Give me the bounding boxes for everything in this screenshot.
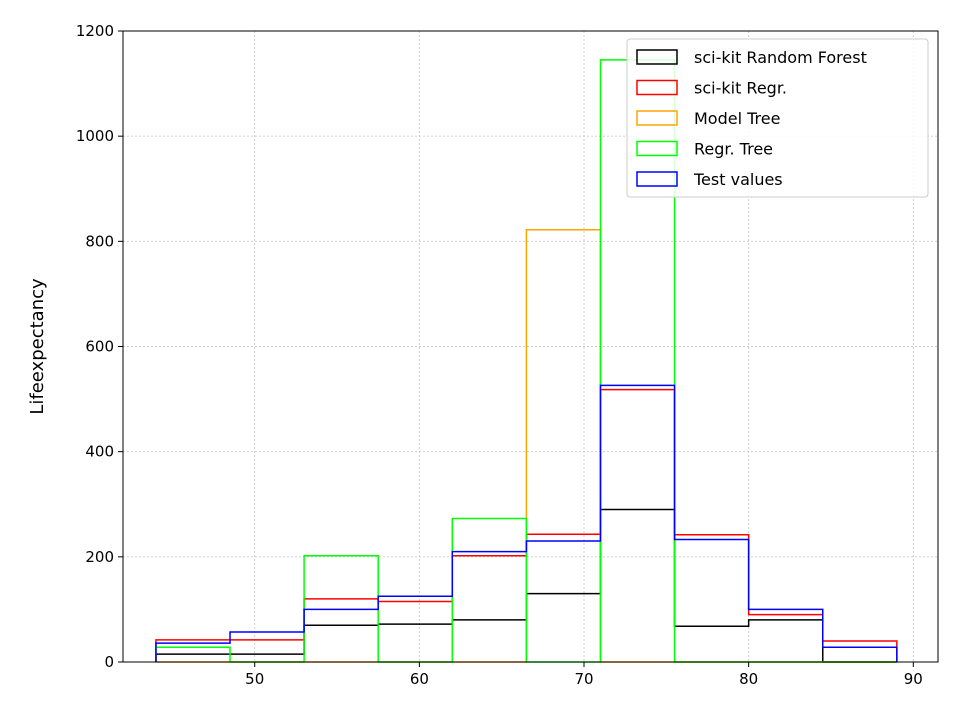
y-tick-label: 200 — [85, 548, 114, 566]
x-tick-label: 70 — [574, 670, 593, 688]
legend-swatch-sci-kit-random-forest — [636, 49, 678, 65]
x-tick-label: 90 — [904, 670, 923, 688]
x-axis: 50 60 70 80 90 — [245, 662, 923, 688]
legend: sci-kit Random Forest sci-kit Regr. Model … — [626, 38, 929, 198]
x-tick-label: 60 — [410, 670, 429, 688]
x-tick-label: 80 — [739, 670, 758, 688]
series-test-values-step — [155, 384, 898, 662]
x-tick-label: 50 — [245, 670, 264, 688]
y-tick-label: 1000 — [76, 127, 114, 145]
legend-label-model-tree: Model Tree — [694, 109, 780, 128]
y-tick-label: 400 — [85, 443, 114, 461]
legend-label-sci-kit-regr: sci-kit Regr. — [694, 79, 787, 98]
y-axis: 0 200 400 600 800 1000 1200 — [76, 22, 123, 671]
y-tick-label: 600 — [85, 338, 114, 356]
legend-swatch-regr-tree — [636, 140, 678, 157]
legend-swatch-test-values — [636, 171, 678, 187]
legend-label-test-values: Test values — [693, 170, 783, 189]
y-axis-title: Lifeexpectancy — [27, 278, 48, 415]
legend-swatch-sci-kit-regr — [636, 79, 678, 96]
y-tick-label: 1200 — [76, 22, 114, 40]
y-tick-label: 0 — [104, 653, 114, 671]
y-tick-label: 800 — [85, 232, 114, 250]
legend-label-sci-kit-random-forest: sci-kit Random Forest — [694, 48, 867, 67]
legend-label-regr-tree: Regr. Tree — [694, 140, 773, 159]
legend-swatch-model-tree — [636, 110, 678, 126]
legend-box — [626, 38, 929, 198]
